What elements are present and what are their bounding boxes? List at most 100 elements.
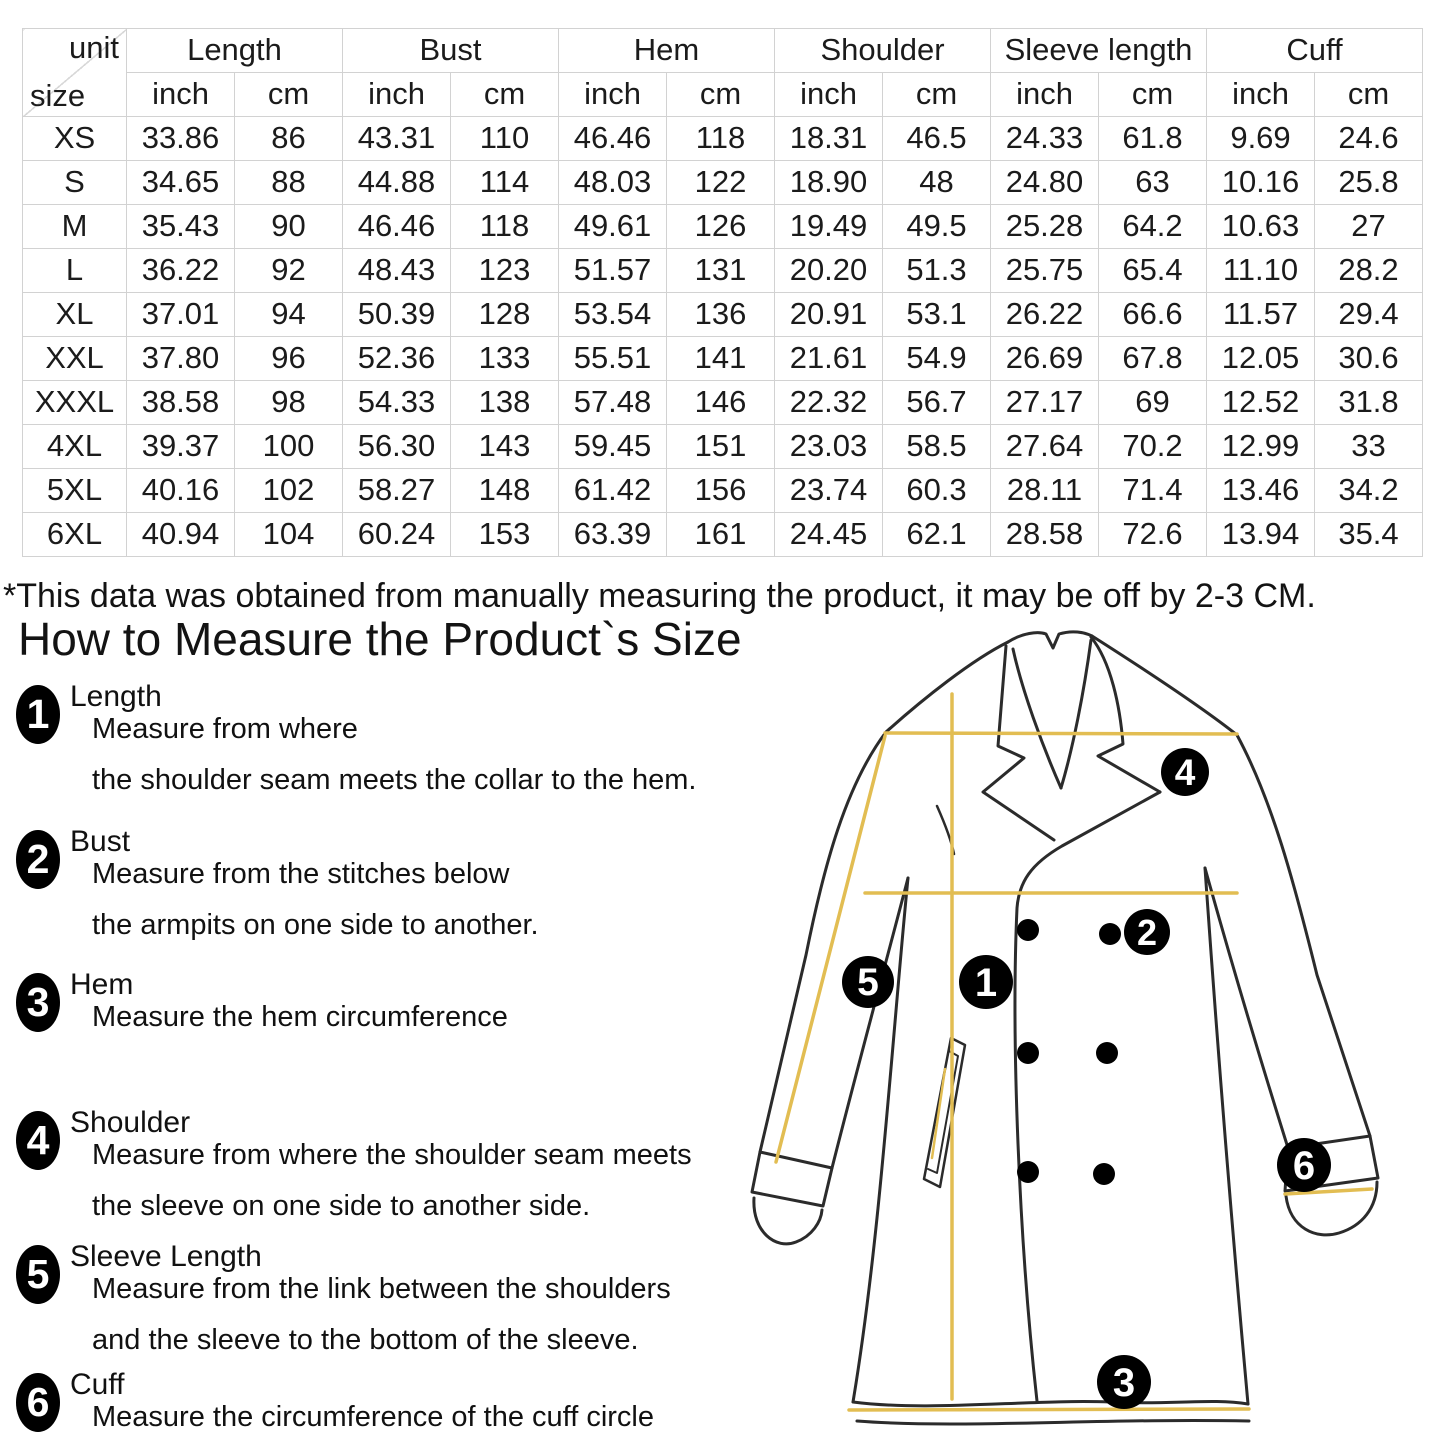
table-cell: 40.94 [126, 512, 235, 557]
table-cell: 57.48 [558, 380, 667, 425]
coat-right-sleeve-inner [1203, 866, 1290, 1150]
table-cell: 48 [882, 160, 991, 205]
step-text: Bust Measure from the stitches below the a… [70, 827, 539, 942]
table-cell: 161 [666, 512, 775, 557]
table-cell: 90 [234, 204, 343, 249]
table-cell: 133 [450, 336, 559, 381]
coat-hem-lower-line [855, 1418, 1251, 1426]
table-row: 4XL 39.37 100 56.30 143 59.45 151 23.03 58.5 27.6… [22, 424, 1423, 469]
table-cell: 10.16 [1206, 160, 1315, 205]
table-row: S 34.65 88 44.88 114 48.03 122 18.90 48 24.80 63 10… [22, 160, 1423, 205]
unit-header-inch: inch [558, 72, 667, 117]
button-dot [1017, 919, 1039, 941]
table-cell: 59.45 [558, 424, 667, 469]
table-cell: 28.58 [990, 512, 1099, 557]
step-text: Cuff Measure the circumference of the cuf… [70, 1370, 654, 1434]
step-number: 2 [26, 836, 50, 882]
step-title: Cuff [70, 1368, 125, 1401]
table-cell: 70.2 [1098, 424, 1207, 469]
table-cell: 104 [234, 512, 343, 557]
table-cell: 27 [1314, 204, 1423, 249]
table-cell: 51.3 [882, 248, 991, 293]
table-cell: 36.22 [126, 248, 235, 293]
table-cell: 12.52 [1206, 380, 1315, 425]
step-number: 6 [26, 1379, 50, 1425]
diagram-marker-5-label: 5 [857, 961, 879, 1004]
corner-cell: unit size [22, 28, 127, 117]
table-cell: 38.58 [126, 380, 235, 425]
coat-collar-top [1006, 630, 1094, 650]
coat-left-lapel [981, 644, 1056, 842]
table-row: 5XL 40.16 102 58.27 148 61.42 156 23.74 60.3 28.1… [22, 468, 1423, 513]
table-cell: 35.43 [126, 204, 235, 249]
step-title: Bust [70, 825, 131, 858]
sleeve-measure-line [774, 734, 887, 1164]
table-cell: 33 [1314, 424, 1423, 469]
table-cell: 118 [450, 204, 559, 249]
table-row: L 36.22 92 48.43 123 51.57 131 20.20 51.3 25.75 65… [22, 248, 1423, 293]
diagram-marker-4-label: 4 [1175, 752, 1196, 793]
table-cell: 23.74 [774, 468, 883, 513]
size-label: XXXL [22, 380, 127, 425]
table-cell: 54.33 [342, 380, 451, 425]
table-cell: 49.5 [882, 204, 991, 249]
table-cell: 33.86 [126, 116, 235, 161]
table-cell: 138 [450, 380, 559, 425]
size-label: 6XL [22, 512, 127, 557]
table-row: M 35.43 90 46.46 118 49.61 126 19.49 49.5 25.28 64… [22, 204, 1423, 249]
coat-hem-edge [851, 1399, 1250, 1408]
corner-unit-label: unit [69, 30, 119, 65]
measure-step-cuff: 6 Cuff Measure the circumference of the cu… [16, 1370, 654, 1434]
table-cell: 126 [666, 204, 775, 249]
size-label: 4XL [22, 424, 127, 469]
step-title: Shoulder [70, 1106, 191, 1139]
table-cell: 60.3 [882, 468, 991, 513]
unit-header-cm: cm [882, 72, 991, 117]
unit-header-cm: cm [450, 72, 559, 117]
step-description-line: Measure from where [92, 713, 358, 745]
table-cell: 61.8 [1098, 116, 1207, 161]
step-description-line: the sleeve on one side to another side. [92, 1190, 591, 1222]
coat-left-sleeve-inner [830, 876, 910, 1170]
table-cell: 143 [450, 424, 559, 469]
table-cell: 37.80 [126, 336, 235, 381]
table-cell: 48.03 [558, 160, 667, 205]
table-cell: 21.61 [774, 336, 883, 381]
table-cell: 29.4 [1314, 292, 1423, 337]
diagram-marker-1-label: 1 [975, 961, 997, 1005]
column-group-shoulder: Shoulder [774, 28, 991, 73]
size-label: M [22, 204, 127, 249]
table-cell: 48.43 [342, 248, 451, 293]
coat-body-left-seam [851, 876, 910, 1404]
column-group-length: Length [126, 28, 343, 73]
table-cell: 18.31 [774, 116, 883, 161]
coat-left-cuff-tip [752, 1196, 824, 1246]
table-cell: 123 [450, 248, 559, 293]
table-cell: 86 [234, 116, 343, 161]
size-label: XXL [22, 336, 127, 381]
unit-header-inch: inch [990, 72, 1099, 117]
table-cell: 56.7 [882, 380, 991, 425]
table-cell: 25.8 [1314, 160, 1423, 205]
table-row: XXXL 38.58 98 54.33 138 57.48 146 22.32 56.7 27.1… [22, 380, 1423, 425]
table-cell: 53.54 [558, 292, 667, 337]
table-cell: 28.2 [1314, 248, 1423, 293]
table-row: 6XL 40.94 104 60.24 153 63.39 161 24.45 62.1 28.5… [22, 512, 1423, 557]
unit-header-cm: cm [234, 72, 343, 117]
step-title: Length [70, 680, 162, 713]
table-cell: 100 [234, 424, 343, 469]
table-cell: 141 [666, 336, 775, 381]
table-cell: 13.46 [1206, 468, 1315, 513]
table-cell: 30.6 [1314, 336, 1423, 381]
unit-header-inch: inch [342, 72, 451, 117]
table-cell: 128 [450, 292, 559, 337]
table-cell: 54.9 [882, 336, 991, 381]
step-description-line: Measure from where the shoulder seam mee… [92, 1139, 692, 1171]
table-cell: 88 [234, 160, 343, 205]
diagram-marker-6-label: 6 [1293, 1144, 1315, 1188]
table-cell: 65.4 [1098, 248, 1207, 293]
coat-right-shoulder-sleeve [1090, 634, 1372, 1138]
corner-size-label: size [30, 78, 86, 114]
step-text: Sleeve Length Measure from the link betwe… [70, 1242, 671, 1357]
size-label: S [22, 160, 127, 205]
